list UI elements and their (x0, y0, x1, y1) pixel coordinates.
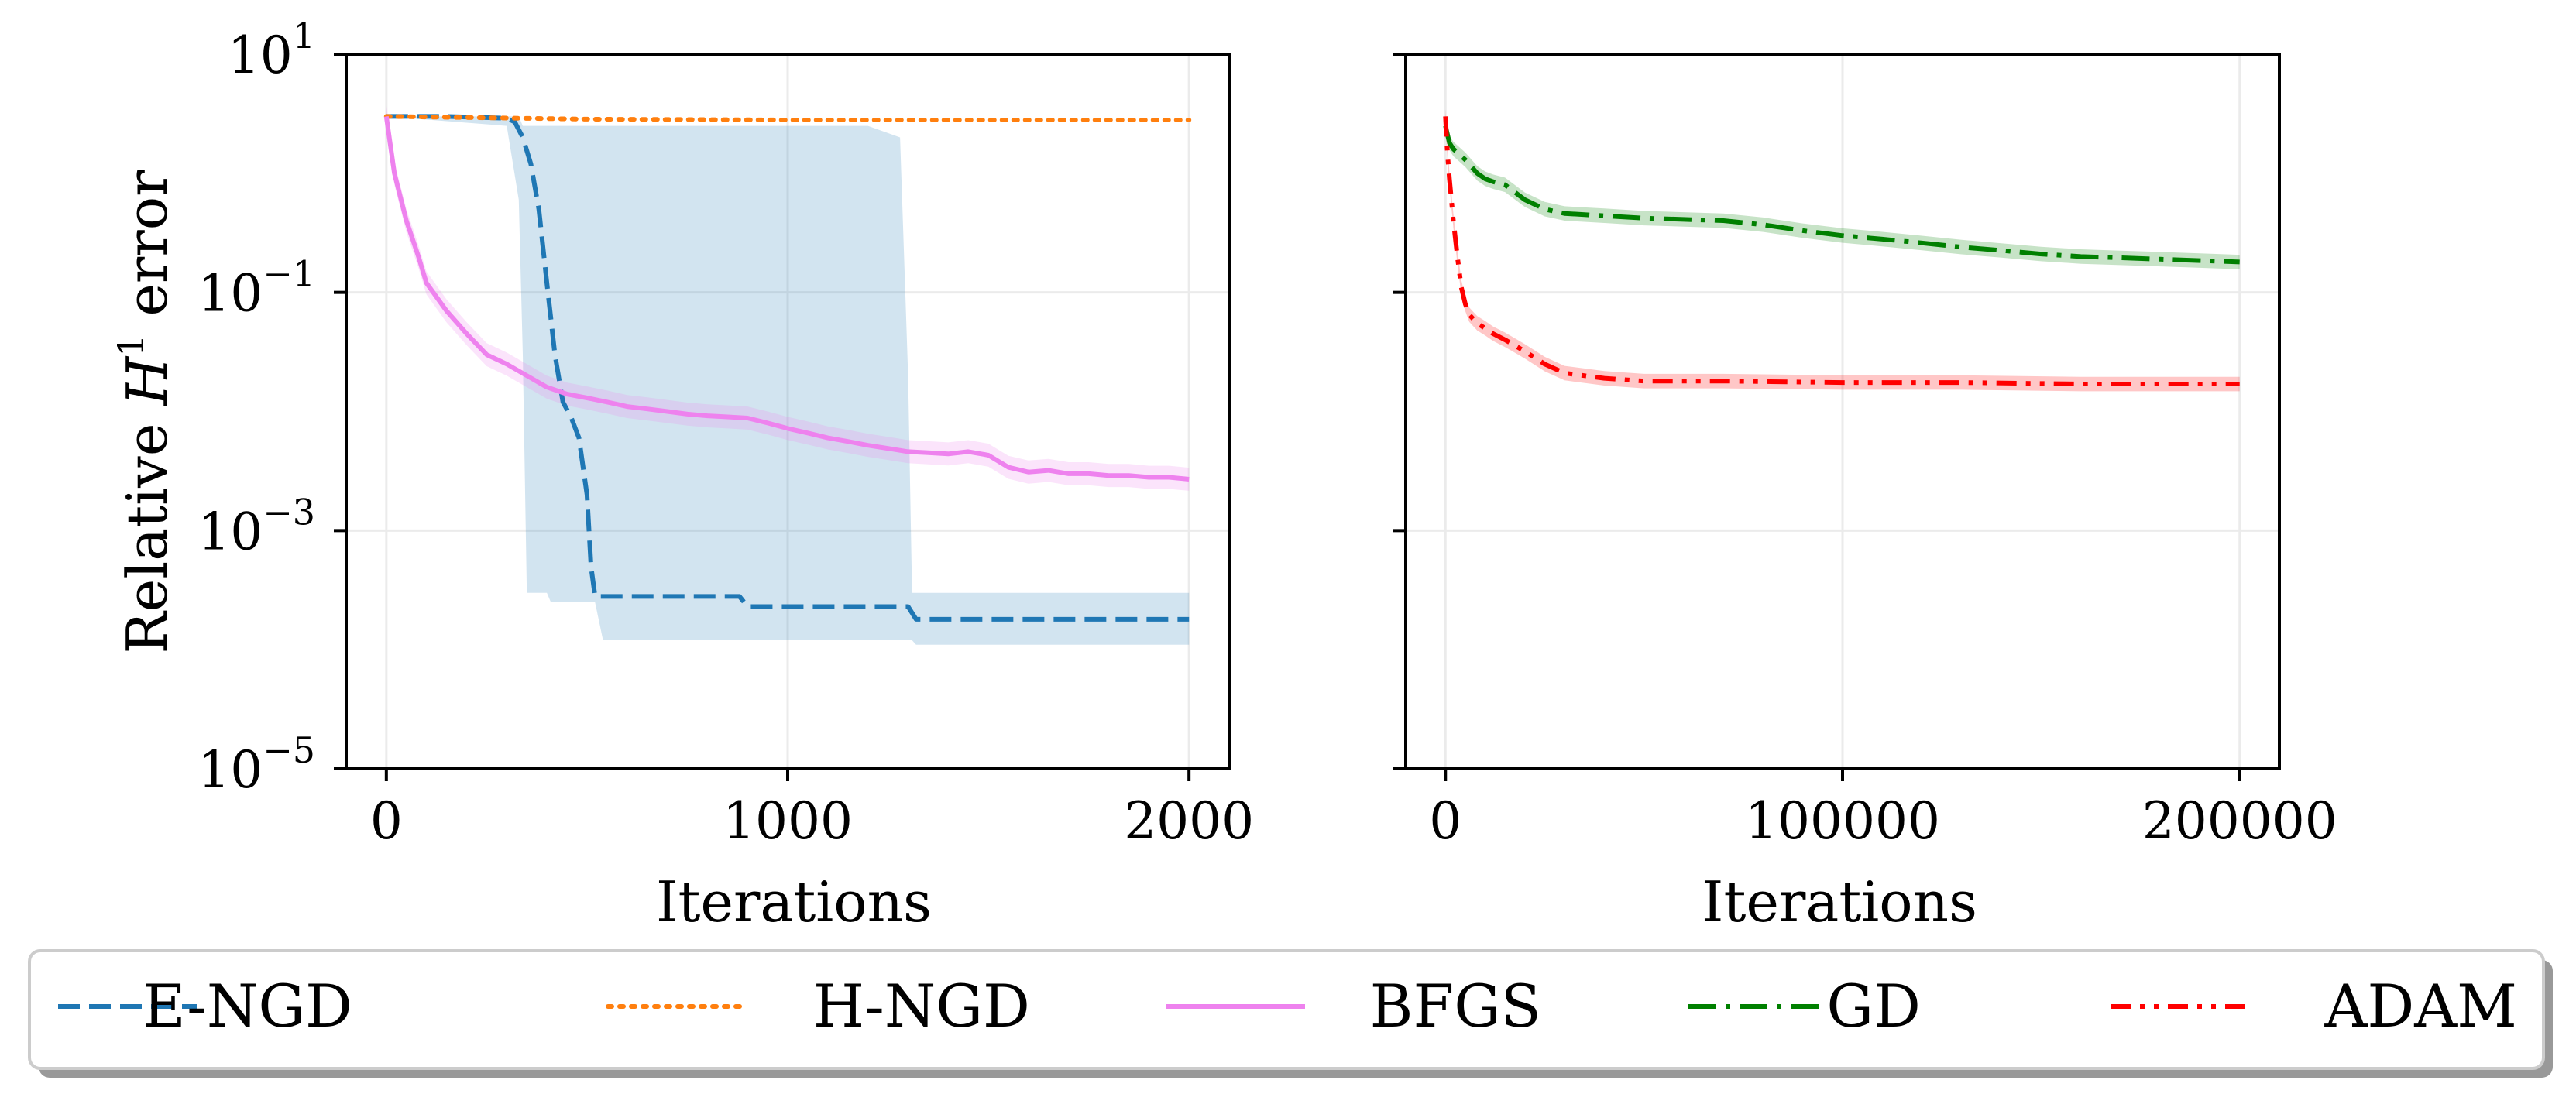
legend-label-e-ngd: E-NGD (143, 972, 352, 1041)
left-lines (383, 114, 1192, 622)
gd-band (1445, 118, 2240, 269)
e-ngd-line (386, 114, 1190, 622)
y-tick-label: 10−5 (197, 729, 315, 800)
right-panel: 0 100000 200000 Iterations (1393, 53, 2337, 934)
legend-label-gd: GD (1826, 972, 1921, 1041)
legend-entry-adam: ADAM (2111, 972, 2517, 1041)
x-tick-label: 0 (1429, 791, 1461, 851)
legend-label-adam: ADAM (2324, 972, 2517, 1041)
legend-entry-h-ngd: H-NGD (606, 972, 1030, 1041)
legend-box (28, 949, 2545, 1070)
legend-entry-gd: GD (1688, 972, 1921, 1041)
legend-label-h-ngd: H-NGD (813, 972, 1030, 1041)
h-ngd-line (383, 114, 1192, 122)
left-y-ticks: 10−5 10−3 10−1 101 (197, 15, 346, 800)
x-tick-label: 0 (370, 791, 403, 851)
adam-line (1443, 116, 2240, 386)
left-y-axis-label: Relative H1 error (110, 170, 180, 654)
right-bands (1445, 109, 2240, 392)
left-x-ticks: 0 1000 2000 (370, 769, 1254, 851)
y-tick-label: 10−3 (197, 491, 315, 561)
legend-entry-e-ngd: E-NGD (58, 972, 352, 1041)
x-tick-label: 2000 (1124, 791, 1254, 851)
legend-label-bfgs: BFGS (1370, 972, 1541, 1041)
x-tick-label: 100000 (1745, 791, 1940, 851)
y-tick-label: 101 (228, 15, 315, 85)
legend: E-NGD H-NGD BFGS GD ADAM (28, 949, 2553, 1078)
left-panel: 0 1000 2000 10−5 10−3 10−1 101 Iterations Rel… (110, 15, 1254, 934)
y-tick-label: 10−1 (197, 253, 315, 324)
legend-entry-bfgs: BFGS (1166, 972, 1541, 1041)
right-lines (1443, 116, 2240, 386)
x-tick-label: 1000 (723, 791, 853, 851)
bfgs-line (383, 115, 1190, 482)
right-x-ticks: 0 100000 200000 (1429, 769, 2337, 851)
left-x-axis-label: Iterations (656, 869, 932, 934)
right-x-axis-label: Iterations (1702, 869, 1977, 934)
gd-line (1443, 125, 2240, 265)
x-tick-label: 200000 (2142, 791, 2337, 851)
bfgs-band (386, 105, 1190, 491)
right-y-ticks (1393, 53, 1406, 770)
